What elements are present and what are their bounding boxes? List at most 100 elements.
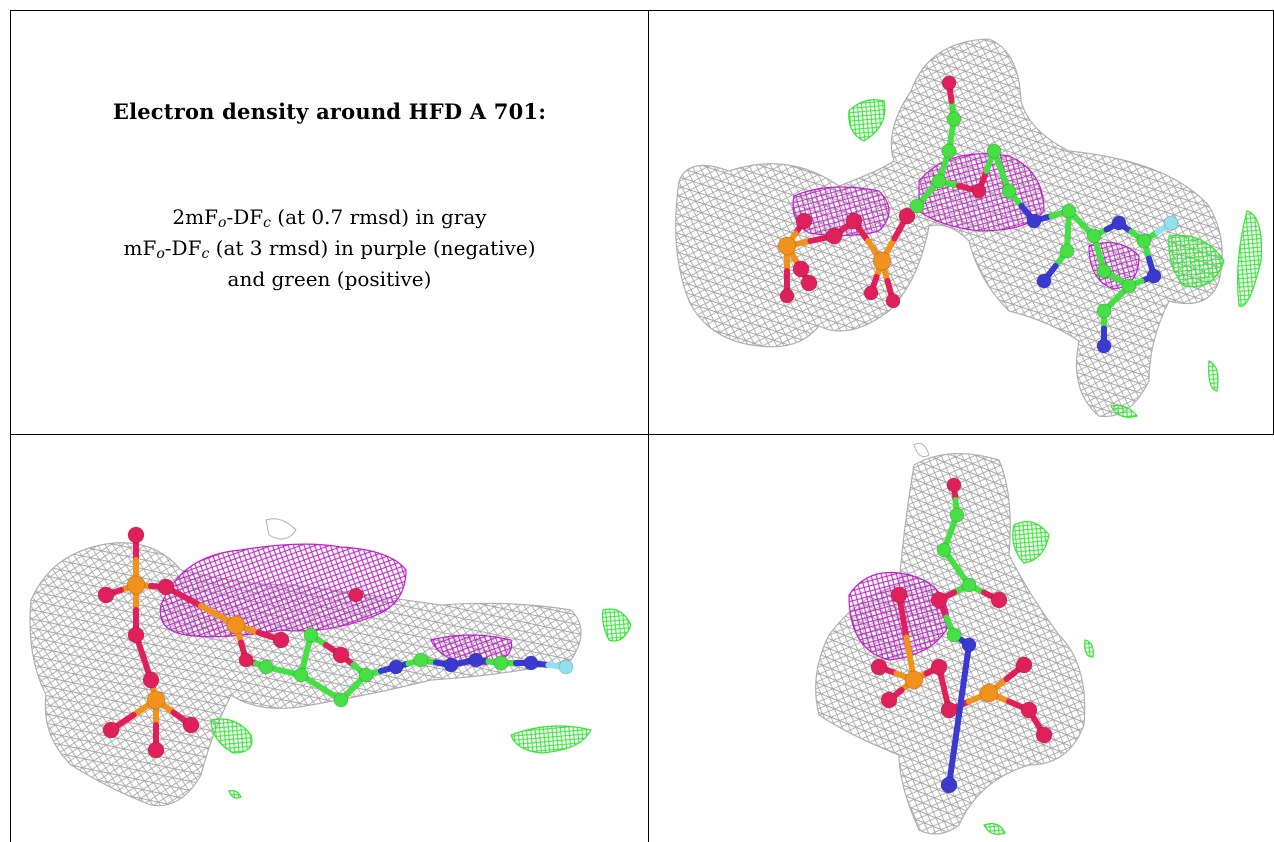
atom-oxygen xyxy=(870,658,888,676)
atom-carbon xyxy=(931,173,947,189)
view-bottom-right xyxy=(649,435,1273,842)
atom-carbon xyxy=(936,542,952,558)
atom-oxygen xyxy=(930,658,948,676)
density-view-top-right xyxy=(675,38,1263,418)
atom-carbon xyxy=(946,111,962,127)
atom-oxygen xyxy=(845,212,863,230)
atom-phosphorus xyxy=(226,615,246,635)
mesh-2fofc-gray xyxy=(675,38,1223,418)
atom-oxygen xyxy=(142,671,160,689)
atom-carbon xyxy=(358,667,374,683)
atom-oxygen xyxy=(880,691,898,709)
mesh-fofc-positive xyxy=(210,608,632,799)
view-top-right xyxy=(649,11,1273,434)
atom-nitrogen xyxy=(961,637,977,653)
atom-nitrogen xyxy=(1096,338,1112,354)
table-border-left xyxy=(10,10,11,842)
atom-oxygen xyxy=(147,741,165,759)
atom-oxygen xyxy=(182,716,200,734)
figure-table: Electron density around HFD A 701: 2mFo-… xyxy=(10,10,1274,842)
atom-phosphorus xyxy=(777,236,797,256)
atom-carbon xyxy=(961,577,977,593)
atom-nitrogen xyxy=(388,659,404,675)
atom-nitrogen xyxy=(1026,213,1042,229)
atom-nitrogen xyxy=(940,776,958,794)
atom-oxygen xyxy=(940,701,958,719)
atom-carbon xyxy=(493,655,509,671)
atom-fluorine xyxy=(558,659,574,675)
atom-phosphorus xyxy=(904,670,924,690)
atom-oxygen xyxy=(863,285,879,301)
density-view-bottom-left xyxy=(29,518,632,807)
atom-carbon xyxy=(1086,228,1102,244)
atom-oxygen xyxy=(127,626,145,644)
caption-cell: Electron density around HFD A 701: 2mFo-… xyxy=(11,11,648,434)
atom-oxygen xyxy=(102,721,120,739)
atom-oxygen xyxy=(1020,701,1038,719)
atom-carbon xyxy=(293,667,309,683)
molecule-ball-and-stick xyxy=(870,477,1053,794)
atom-nitrogen xyxy=(1146,268,1162,284)
view-bottom-left xyxy=(11,435,648,842)
atom-oxygen xyxy=(890,586,908,604)
molecule-ball-and-stick xyxy=(777,75,1179,354)
atom-oxygen xyxy=(238,652,254,668)
atom-oxygen xyxy=(898,207,916,225)
atom-oxygen xyxy=(332,646,350,664)
atom-oxygen xyxy=(792,260,810,278)
molecule-ball-and-stick xyxy=(97,526,574,759)
mesh-fofc-positive xyxy=(983,521,1094,835)
caption-text: 2mFo-DFc (at 0.7 rmsd) in gray mFo-DFc (… xyxy=(124,202,536,295)
caption-title: Electron density around HFD A 701: xyxy=(112,99,547,124)
atom-nitrogen xyxy=(468,652,484,668)
atom-carbon xyxy=(909,198,925,214)
atom-oxygen xyxy=(971,183,987,199)
atom-carbon xyxy=(1059,243,1075,259)
atom-oxygen xyxy=(272,631,290,649)
atom-phosphorus xyxy=(872,251,892,271)
atom-oxygen xyxy=(795,212,813,230)
mesh-fofc-negative xyxy=(159,543,513,666)
density-view-bottom-right xyxy=(815,442,1094,835)
atom-oxygen xyxy=(97,586,115,604)
mesh-2fofc-gray xyxy=(815,442,1086,835)
atom-carbon xyxy=(946,627,962,643)
table-border-top xyxy=(10,10,1274,11)
atom-carbon xyxy=(949,507,965,523)
atom-oxygen xyxy=(348,587,364,603)
atom-oxygen xyxy=(779,288,795,304)
table-border-middle xyxy=(648,10,649,842)
atom-oxygen xyxy=(825,227,843,245)
atom-phosphorus xyxy=(146,690,166,710)
atom-carbon xyxy=(986,143,1002,159)
atom-carbon xyxy=(303,627,319,643)
atom-oxygen xyxy=(127,526,145,544)
atom-carbon xyxy=(1121,278,1137,294)
atom-oxygen xyxy=(885,293,901,309)
atom-carbon xyxy=(258,659,274,675)
atom-oxygen xyxy=(157,578,175,596)
atom-phosphorus xyxy=(126,575,146,595)
atom-phosphorus xyxy=(979,683,999,703)
atom-oxygen xyxy=(1015,656,1033,674)
bond xyxy=(946,712,962,788)
atom-nitrogen xyxy=(443,657,459,673)
caption-line-3: and green (positive) xyxy=(227,267,432,291)
table-border-row xyxy=(10,434,1274,435)
atom-carbon xyxy=(1061,203,1077,219)
atom-oxygen xyxy=(1035,726,1053,744)
atom-carbon xyxy=(1096,303,1112,319)
atom-carbon xyxy=(1001,183,1017,199)
atom-carbon xyxy=(333,692,349,708)
atom-oxygen xyxy=(800,274,818,292)
atom-carbon xyxy=(413,652,429,668)
atom-fluorine xyxy=(1163,215,1179,231)
atom-carbon xyxy=(941,143,957,159)
mesh-fofc-positive xyxy=(848,99,1263,418)
bond xyxy=(956,642,972,718)
atom-nitrogen xyxy=(1036,273,1052,289)
atom-nitrogen xyxy=(523,655,539,671)
atom-oxygen xyxy=(990,591,1008,609)
atom-carbon xyxy=(1136,233,1152,249)
atom-oxygen xyxy=(946,477,962,493)
